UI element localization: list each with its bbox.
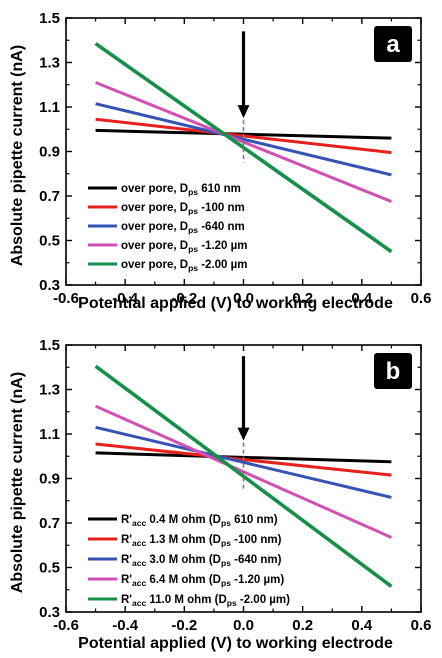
legend-name: over pore, D: [121, 240, 188, 252]
y-axis-title: Absolute pipette current (nA): [9, 45, 26, 266]
legend-subscript: acc: [132, 558, 146, 568]
chart-panel-a: -0.6 -0.4 -0.2 0.0 0.2 0.4 0.6 0.3 0.5 0.7 0.9 1.1 1…: [9, 10, 431, 312]
y-tick-label: 0.3: [39, 277, 60, 294]
legend-value-2: -2.00 µm): [237, 594, 290, 606]
legend-value: -640 nm: [198, 221, 245, 233]
legend-value-2: -1.20 µm): [231, 574, 284, 586]
arrow-head: [237, 427, 250, 441]
panel-label: a: [386, 31, 400, 58]
x-tick-label: -0.6: [53, 290, 79, 307]
y-tick-label: 0.9: [39, 144, 60, 161]
legend-name: R': [121, 534, 132, 546]
legend-value: 610 nm: [198, 183, 241, 195]
y-tick-label: 0.7: [39, 515, 60, 532]
legend-entry-2: over pore, Dps -640 nm: [121, 221, 245, 235]
legend-subscript-2: ps: [221, 518, 231, 528]
legend-entry-3: R'acc 6.4 M ohm (Dps -1.20 µm): [121, 574, 284, 588]
panel-label: b: [386, 358, 401, 385]
y-tick-label: 1.3: [39, 55, 60, 72]
x-tick-label: -0.2: [171, 617, 197, 634]
legend-subscript-2: ps: [221, 578, 231, 588]
panel-label-box: [374, 26, 412, 62]
legend-value: -1.20 µm: [198, 240, 247, 252]
series-line-4: [94, 364, 393, 588]
legend-name: over pore, D: [121, 221, 188, 233]
legend-value: 0.4 M ohm (D: [146, 514, 221, 526]
y-tick-label: 1.3: [39, 382, 60, 399]
x-tick-label: 0.6: [411, 290, 432, 307]
x-tick-label: 0.2: [292, 290, 313, 307]
legend-subscript-2: ps: [221, 558, 231, 568]
legend-value: 1.3 M ohm (D: [146, 534, 221, 546]
x-tick-label: 0.4: [351, 290, 373, 307]
legend-entry-1: over pore, Dps -100 nm: [121, 202, 245, 216]
legend-entry-4: over pore, Dps -2.00 µm: [121, 259, 248, 273]
legend-value: -2.00 µm: [198, 259, 247, 271]
x-tick-label: 0.2: [292, 617, 313, 634]
legend-entry-3: over pore, Dps -1.20 µm: [121, 240, 248, 254]
x-tick-label: 0.0: [233, 617, 254, 634]
legend-subscript: ps: [188, 263, 198, 273]
x-axis-title: Potential applied (V) to working electro…: [78, 635, 393, 652]
legend-name: R': [121, 554, 132, 566]
legend-name: R': [121, 514, 132, 526]
legend-entry-1: R'acc 1.3 M ohm (Dps -100 nm): [121, 534, 282, 548]
legend-name: R': [121, 574, 132, 586]
legend-name: over pore, D: [121, 202, 188, 214]
y-tick-label: 0.5: [39, 233, 60, 250]
x-tick-label: 0.6: [411, 617, 432, 634]
legend-subscript: acc: [132, 538, 146, 548]
legend-value-2: -100 nm): [231, 534, 282, 546]
legend-value-2: -640 nm): [231, 554, 282, 566]
y-tick-label: 1.5: [39, 337, 60, 354]
legend-value-2: 610 nm): [231, 514, 278, 526]
legend-subscript-2: ps: [221, 538, 231, 548]
y-tick-label: 0.3: [39, 604, 60, 621]
arrow-head: [237, 105, 250, 119]
legend-value: -100 nm: [198, 202, 245, 214]
y-tick-label: 0.5: [39, 560, 60, 577]
x-tick-label: -0.6: [53, 617, 79, 634]
series-line-2: [95, 102, 392, 177]
legend-entry-0: over pore, Dps 610 nm: [121, 183, 241, 197]
x-axis-title: Potential applied (V) to working electro…: [78, 295, 393, 312]
x-tick-label: -0.2: [171, 290, 197, 307]
legend-subscript: ps: [188, 206, 198, 216]
legend-entry-0: R'acc 0.4 M ohm (Dps 610 nm): [121, 514, 278, 528]
panel-label-box: [374, 353, 412, 389]
legend-subscript: acc: [132, 578, 146, 588]
chart-panel-b: -0.6 -0.4 -0.2 0.0 0.2 0.4 0.6 0.3 0.5 0.7 0.9 1.1 1…: [9, 337, 431, 652]
y-tick-label: 1.5: [39, 10, 60, 27]
legend-name: R': [121, 594, 132, 606]
legend-value: 6.4 M ohm (D: [146, 574, 221, 586]
legend-value: 11.0 M ohm (D: [146, 594, 227, 606]
x-tick-label: 0.4: [351, 617, 373, 634]
y-tick-label: 0.9: [39, 471, 60, 488]
legend-subscript: ps: [188, 187, 198, 197]
legend-entry-2: R'acc 3.0 M ohm (Dps -640 nm): [121, 554, 282, 568]
series-line-2: [95, 425, 392, 499]
x-tick-label: 0.0: [233, 290, 254, 307]
legend-subscript: ps: [188, 244, 198, 254]
y-axis-title: Absolute pipette current (nA): [9, 372, 26, 593]
legend-value: 3.0 M ohm (D: [146, 554, 221, 566]
x-tick-label: -0.4: [112, 617, 139, 634]
y-tick-label: 0.7: [39, 188, 60, 205]
y-tick-label: 1.1: [39, 99, 60, 116]
legend-subscript: acc: [132, 598, 146, 608]
legend-subscript: ps: [188, 225, 198, 235]
legend-entry-4: R'acc 11.0 M ohm (Dps -2.00 µm): [121, 594, 290, 608]
series-line-4: [94, 42, 393, 254]
y-tick-label: 1.1: [39, 426, 60, 443]
legend-subscript-2: ps: [227, 598, 237, 608]
x-tick-label: -0.4: [112, 290, 139, 307]
legend-name: over pore, D: [121, 183, 188, 195]
legend-name: over pore, D: [121, 259, 188, 271]
legend-subscript: acc: [132, 518, 146, 528]
